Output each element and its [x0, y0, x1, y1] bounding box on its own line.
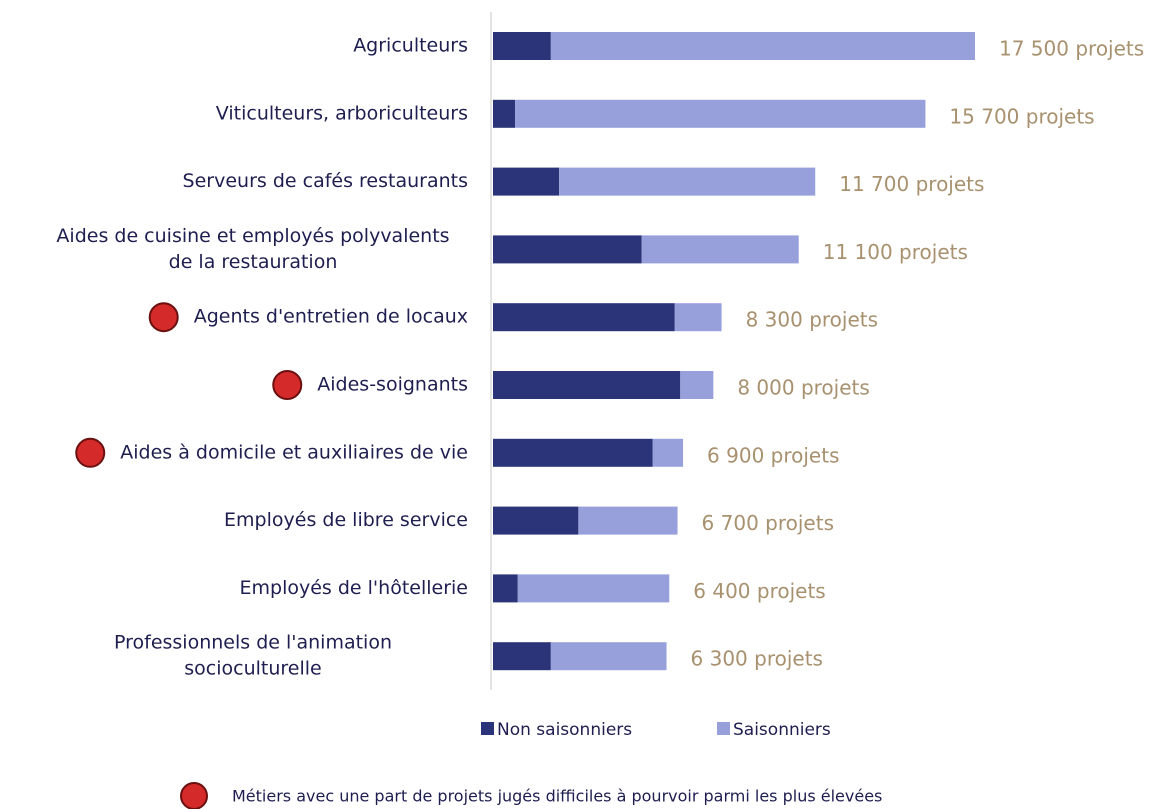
legend-swatch [481, 722, 494, 735]
total-label: 6 700 projets [702, 511, 834, 535]
total-label: 11 700 projets [839, 172, 984, 196]
total-label: 8 300 projets [746, 308, 878, 332]
bar-segment [517, 574, 670, 603]
total-label: 6 300 projets [691, 647, 823, 671]
category-label: Aides à domicile et auxiliaires de vie [120, 441, 468, 463]
bar-segment [493, 438, 653, 467]
total-label: 11 100 projets [823, 240, 968, 264]
category-label: Professionnels de l'animation [114, 632, 392, 654]
category-label: Aides de cuisine et employés polyvalents [56, 225, 449, 247]
bar-segment [578, 506, 678, 535]
total-label: 8 000 projets [737, 376, 869, 400]
legend-swatch [717, 722, 730, 735]
bar-segment [493, 642, 551, 671]
bar-segment [493, 99, 516, 128]
category-label: Employés de libre service [224, 509, 468, 531]
total-label: 6 900 projets [707, 443, 839, 467]
total-label: 15 700 projets [949, 104, 1094, 128]
bar-segment [680, 371, 714, 399]
category-label: Employés de l'hôtellerie [240, 577, 468, 599]
highlight-marker [75, 437, 106, 468]
total-label: 17 500 projets [999, 37, 1144, 61]
category-label: Agriculteurs [353, 35, 468, 57]
bar-segment [493, 574, 518, 603]
highlight-marker [148, 302, 179, 333]
legend-label: Non saisonniers [497, 720, 632, 740]
category-label: Viticulteurs, arboriculteurs [216, 102, 468, 124]
category-label: Aides-soignants [317, 374, 468, 396]
category-label: Serveurs de cafés restaurants [183, 170, 468, 192]
bar-segment [550, 642, 667, 671]
bar-segment [550, 32, 975, 60]
bar-segment [493, 371, 681, 399]
highlight-marker [272, 370, 303, 400]
note-marker [180, 782, 208, 809]
bar-segment [559, 167, 816, 196]
bar-segment [493, 506, 579, 535]
bar-segment [493, 32, 551, 60]
bar-segment [652, 438, 684, 467]
category-label: Agents d'entretien de locaux [194, 306, 468, 328]
bar-segment [493, 303, 675, 332]
bar-segment [641, 235, 799, 264]
bar-segment [515, 99, 926, 128]
category-label: de la restauration [169, 251, 338, 273]
bar-segment [674, 303, 722, 332]
note: Métiers avec une part de projets jugés d… [232, 787, 882, 806]
legend-label: Saisonniers [733, 720, 831, 740]
bar-segment [493, 167, 560, 196]
total-label: 6 400 projets [693, 579, 825, 603]
category-label: socioculturelle [184, 658, 321, 680]
bar-segment [493, 235, 642, 264]
